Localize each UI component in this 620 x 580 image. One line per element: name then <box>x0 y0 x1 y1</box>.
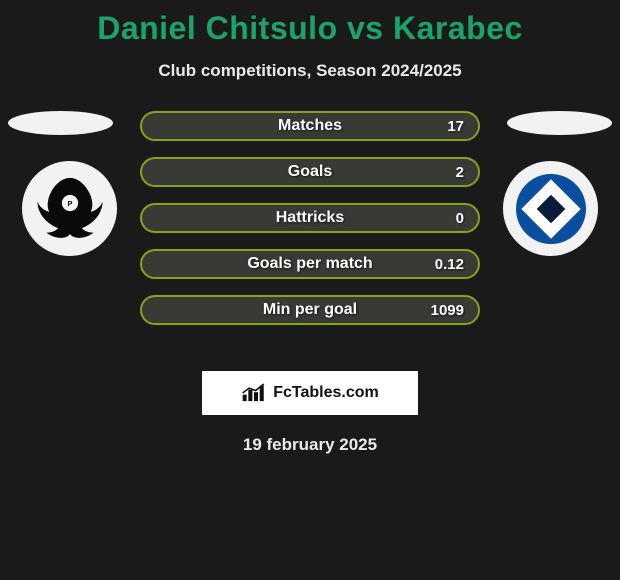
stat-bar: Goals 2 <box>140 157 480 187</box>
comparison-panel: P Matches 17 Goals 2 Hattricks 0 Goals p… <box>0 111 620 351</box>
attribution-badge: FcTables.com <box>202 371 418 415</box>
stat-value: 0 <box>456 210 464 227</box>
stat-bar: Hattricks 0 <box>140 203 480 233</box>
stat-label: Hattricks <box>276 209 344 227</box>
svg-text:P: P <box>67 199 72 208</box>
stat-bar: Matches 17 <box>140 111 480 141</box>
stat-bar: Min per goal 1099 <box>140 295 480 325</box>
stat-value: 17 <box>447 118 464 135</box>
stat-bars: Matches 17 Goals 2 Hattricks 0 Goals per… <box>140 111 480 341</box>
diamond-crest-icon <box>516 174 586 244</box>
stat-label: Matches <box>278 117 342 135</box>
player-left-platform <box>8 111 113 135</box>
stat-value: 0.12 <box>435 256 464 273</box>
page-subtitle: Club competitions, Season 2024/2025 <box>0 61 620 81</box>
left-club-crest: P <box>22 161 117 256</box>
right-club-crest <box>503 161 598 256</box>
stat-value: 2 <box>456 164 464 181</box>
bar-chart-icon <box>241 383 267 403</box>
attribution-text: FcTables.com <box>273 384 379 402</box>
eagle-icon: P <box>33 169 107 248</box>
page-title: Daniel Chitsulo vs Karabec <box>0 0 620 47</box>
stat-value: 1099 <box>431 302 464 319</box>
stat-label: Goals <box>288 163 332 181</box>
stat-label: Goals per match <box>247 255 372 273</box>
player-right-platform <box>507 111 612 135</box>
date-text: 19 february 2025 <box>0 435 620 455</box>
stat-bar: Goals per match 0.12 <box>140 249 480 279</box>
stat-label: Min per goal <box>263 301 357 319</box>
